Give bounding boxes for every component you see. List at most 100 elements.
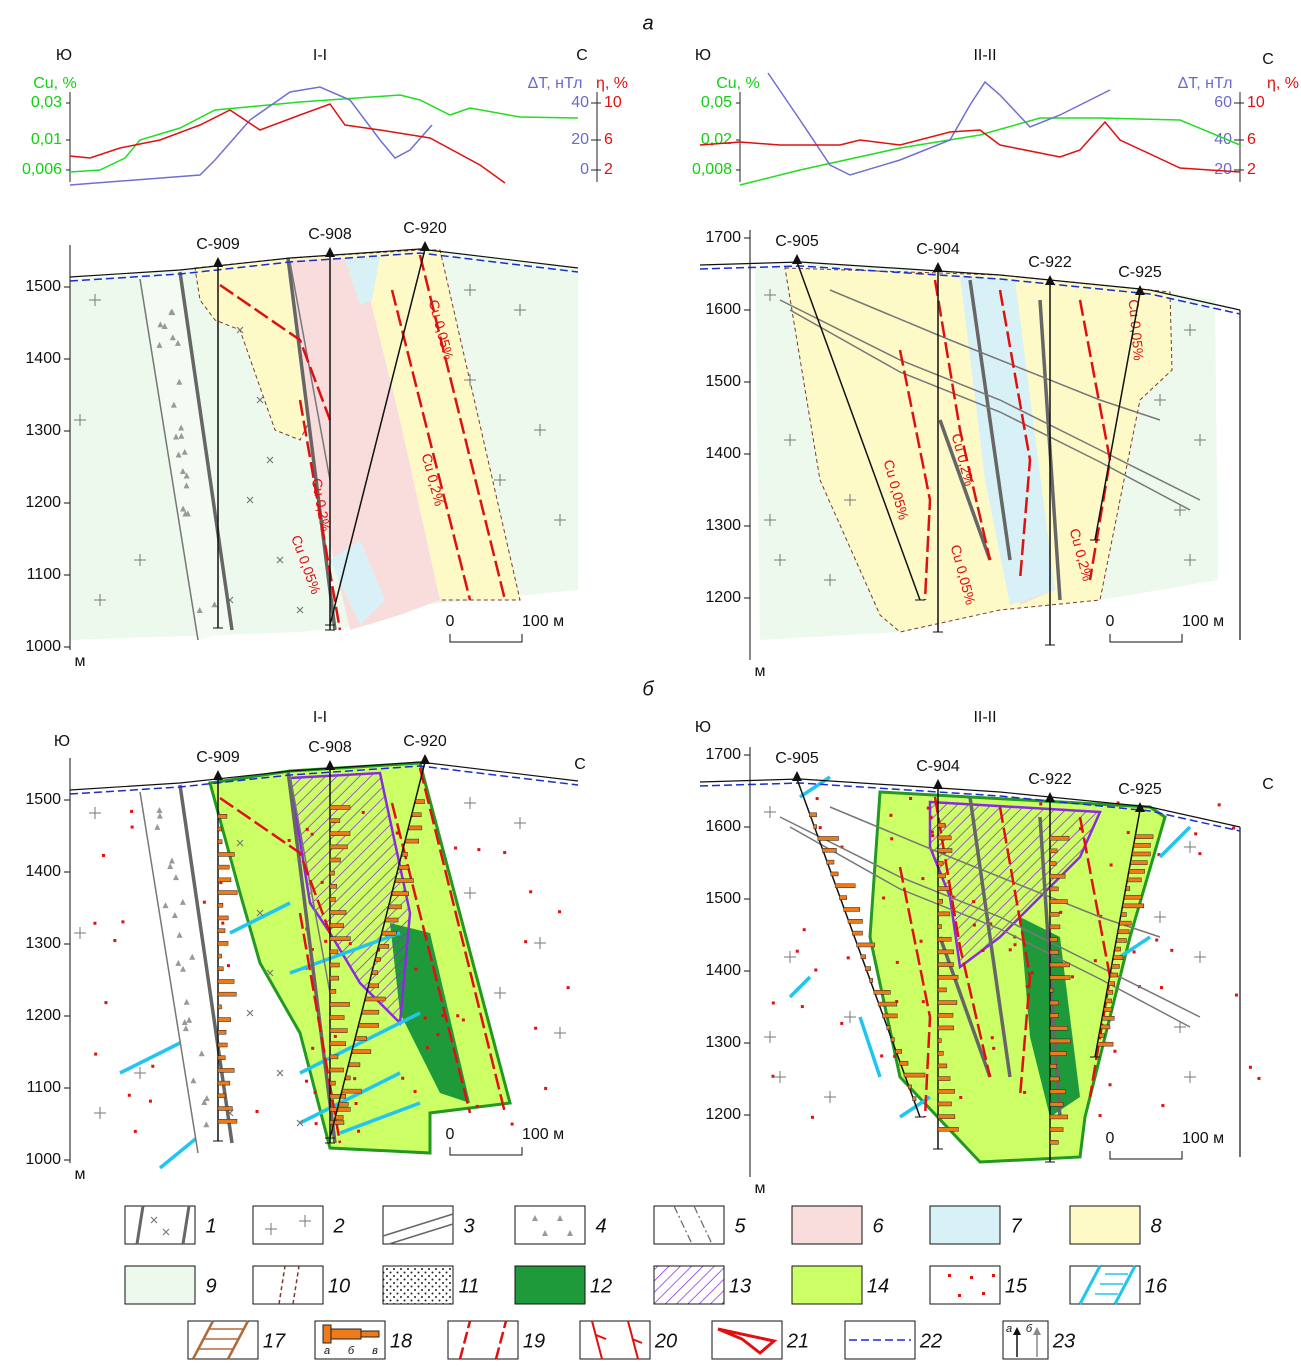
fault-1	[178, 271, 234, 631]
plus-mark	[784, 434, 796, 446]
dot-15	[926, 806, 930, 810]
cross-section: С-909 С-908 С-920 1500 1400 1300 1200 1100 1000 м…	[25, 733, 579, 1183]
x-mark	[296, 1119, 304, 1127]
dot-15	[113, 939, 117, 943]
eta-tick-label: 2	[1247, 161, 1256, 178]
plus-mark	[265, 1223, 277, 1235]
assay-18	[1049, 848, 1058, 854]
assay-18	[1049, 861, 1057, 866]
legend-sublabel: а	[324, 1345, 330, 1357]
triangle-mark	[557, 1215, 563, 1221]
assay-18	[847, 919, 863, 924]
borehole-head	[933, 779, 943, 789]
fault-1	[938, 936, 992, 1078]
triangle-mark	[169, 309, 176, 316]
contact-3	[779, 299, 1201, 501]
plus-mark	[1184, 554, 1196, 566]
scale-length: 100 м	[522, 1126, 564, 1143]
legend-item: а б 23	[1002, 1320, 1075, 1360]
assay-18	[217, 826, 222, 832]
assay-18	[329, 1054, 339, 1060]
assay-18	[368, 983, 380, 989]
dot-15	[255, 1109, 259, 1113]
scale-length: 100 м	[1182, 1130, 1224, 1147]
dot-15	[948, 1274, 951, 1277]
assay-18	[856, 942, 876, 948]
assay-18	[937, 848, 953, 853]
legend-swatch	[252, 1205, 324, 1245]
eta-curve	[699, 120, 1241, 173]
legend-item: 2	[252, 1205, 345, 1245]
vein-16	[339, 1101, 421, 1135]
swatch-arrow	[1033, 1327, 1041, 1335]
assay-18	[1049, 1076, 1060, 1082]
borehole-head	[933, 262, 943, 272]
swatch-line	[388, 1223, 454, 1245]
dot-15	[414, 967, 418, 971]
assay-18	[839, 895, 848, 900]
surface	[69, 761, 579, 791]
dot-15	[395, 831, 399, 835]
assay-18	[1049, 1038, 1071, 1044]
cu-tick-label: 0,03	[31, 94, 62, 111]
cross-section: С-905 С-904 С-922 С-925 1700 1600 1500 1400 1300…	[699, 746, 1261, 1197]
legend-item: 9	[124, 1265, 217, 1305]
borehole-head	[325, 247, 335, 257]
assay-18	[329, 1107, 351, 1112]
assay-18	[937, 873, 946, 879]
assay-18	[217, 1030, 227, 1035]
dot-15	[461, 1018, 465, 1022]
dot-15	[771, 1001, 775, 1005]
fault-19	[219, 283, 332, 421]
dot-15	[475, 1104, 479, 1108]
assay-18	[372, 970, 379, 975]
assay-18	[338, 1102, 349, 1107]
dot-15	[94, 1052, 98, 1056]
south-label: Ю	[695, 47, 711, 64]
dot-15	[93, 921, 97, 925]
dot-15	[1093, 959, 1097, 963]
borehole-label: С-905	[775, 233, 819, 250]
dot-15	[895, 1000, 899, 1004]
legend-number: 3	[463, 1215, 474, 1237]
assay-18	[405, 838, 419, 844]
legend-number: 10	[328, 1275, 350, 1297]
fault-1	[968, 279, 1012, 561]
triangle-mark	[171, 912, 178, 919]
assay-18	[937, 1013, 954, 1018]
assay-18	[813, 824, 817, 829]
assay-18	[329, 936, 351, 941]
north-label: С	[1262, 51, 1274, 68]
assay-18	[217, 1118, 238, 1124]
dot-15	[354, 1102, 358, 1106]
dot-15	[544, 1086, 548, 1090]
triangle-mark	[189, 953, 196, 960]
scale-zero: 0	[446, 613, 455, 630]
assay-18	[329, 1015, 345, 1020]
dot-15	[1198, 852, 1202, 856]
elevation-label: 1400	[705, 445, 741, 462]
assay-18	[937, 987, 947, 993]
fault-19	[933, 279, 992, 561]
dot-15	[305, 1079, 309, 1083]
assay-18	[217, 1068, 235, 1073]
assay-18	[217, 1055, 226, 1060]
eta-axis-label: η, %	[1267, 75, 1299, 92]
assay-18	[937, 1025, 954, 1031]
dt-tick-label: 40	[1214, 131, 1232, 148]
eta-tick-label: 6	[604, 131, 613, 148]
assay-18	[830, 871, 839, 877]
assay-18	[1049, 975, 1071, 980]
dot-15	[1030, 971, 1034, 975]
dot-15	[909, 797, 913, 801]
assay-18	[1097, 1041, 1114, 1047]
assay-18	[1049, 1064, 1058, 1069]
plus-mark	[464, 887, 476, 899]
scale-zero: 0	[1106, 613, 1115, 630]
plus-mark	[74, 414, 86, 426]
assay-18	[329, 923, 344, 928]
assay-18	[329, 870, 335, 876]
legend-sublabel: б	[348, 1345, 355, 1357]
swatch-line	[494, 1320, 508, 1360]
zone-4	[140, 784, 235, 1153]
